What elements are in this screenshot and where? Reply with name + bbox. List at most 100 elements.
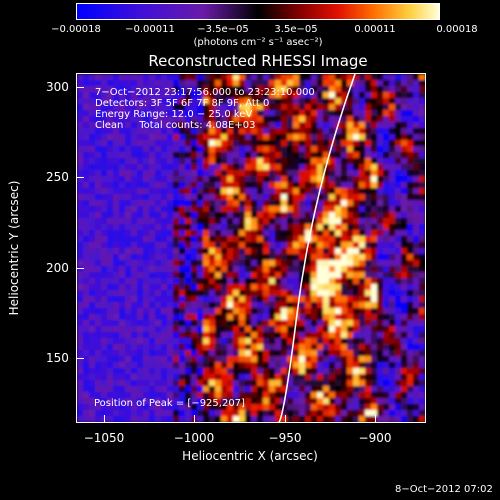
image-pixel bbox=[239, 224, 246, 231]
image-pixel bbox=[299, 248, 306, 255]
peak-position-text: Position of Peak = [−925,207] bbox=[94, 398, 245, 409]
image-pixel bbox=[185, 170, 192, 177]
image-pixel bbox=[371, 248, 378, 255]
image-pixel bbox=[293, 122, 300, 129]
image-pixel bbox=[113, 368, 120, 375]
image-pixel bbox=[119, 98, 126, 105]
image-pixel bbox=[101, 98, 108, 105]
image-pixel bbox=[209, 410, 216, 417]
image-pixel bbox=[143, 380, 150, 387]
image-pixel bbox=[221, 374, 228, 381]
image-pixel bbox=[245, 254, 252, 261]
image-pixel bbox=[407, 344, 414, 351]
image-pixel bbox=[89, 410, 96, 417]
image-pixel bbox=[197, 350, 204, 357]
image-pixel bbox=[353, 230, 360, 237]
image-pixel bbox=[389, 182, 396, 189]
image-pixel bbox=[155, 206, 162, 213]
image-pixel bbox=[101, 224, 108, 231]
image-pixel bbox=[131, 374, 138, 381]
image-pixel bbox=[395, 362, 402, 369]
image-pixel bbox=[83, 218, 90, 225]
image-pixel bbox=[203, 224, 210, 231]
image-pixel bbox=[293, 218, 300, 225]
image-pixel bbox=[161, 152, 168, 159]
image-pixel bbox=[251, 158, 258, 165]
image-pixel bbox=[113, 116, 120, 123]
image-pixel bbox=[281, 74, 288, 81]
image-pixel bbox=[395, 146, 402, 153]
image-pixel bbox=[407, 158, 414, 165]
image-pixel bbox=[413, 200, 420, 207]
image-pixel bbox=[257, 134, 264, 141]
image-pixel bbox=[167, 398, 174, 405]
image-pixel bbox=[299, 398, 306, 405]
image-pixel bbox=[89, 164, 96, 171]
image-pixel bbox=[305, 248, 312, 255]
image-pixel bbox=[329, 182, 336, 189]
image-pixel bbox=[185, 284, 192, 291]
image-pixel bbox=[77, 158, 84, 165]
image-pixel bbox=[323, 140, 330, 147]
image-pixel bbox=[251, 104, 258, 111]
image-pixel bbox=[197, 326, 204, 333]
image-pixel bbox=[335, 254, 342, 261]
image-pixel bbox=[245, 164, 252, 171]
image-pixel bbox=[215, 98, 222, 105]
image-pixel bbox=[239, 248, 246, 255]
image-pixel bbox=[269, 146, 276, 153]
image-pixel bbox=[263, 386, 270, 393]
image-pixel bbox=[383, 158, 390, 165]
image-pixel bbox=[239, 284, 246, 291]
image-pixel bbox=[125, 128, 132, 135]
image-pixel bbox=[107, 206, 114, 213]
image-pixel bbox=[215, 86, 222, 93]
image-pixel bbox=[347, 296, 354, 303]
image-pixel bbox=[155, 98, 162, 105]
image-pixel bbox=[77, 362, 84, 369]
image-pixel bbox=[269, 212, 276, 219]
image-pixel bbox=[275, 296, 282, 303]
image-pixel bbox=[353, 410, 360, 417]
image-pixel bbox=[149, 314, 156, 321]
image-pixel bbox=[359, 200, 366, 207]
image-pixel bbox=[245, 368, 252, 375]
image-pixel bbox=[383, 332, 390, 339]
image-pixel bbox=[335, 104, 342, 111]
image-pixel bbox=[185, 206, 192, 213]
image-pixel bbox=[341, 248, 348, 255]
image-pixel bbox=[413, 158, 420, 165]
image-pixel bbox=[197, 320, 204, 327]
image-pixel bbox=[191, 206, 198, 213]
image-pixel bbox=[221, 224, 228, 231]
image-pixel bbox=[245, 266, 252, 273]
image-pixel bbox=[125, 254, 132, 261]
image-pixel bbox=[185, 272, 192, 279]
image-pixel bbox=[359, 92, 366, 99]
image-pixel bbox=[281, 344, 288, 351]
image-pixel bbox=[329, 404, 336, 411]
image-pixel bbox=[317, 116, 324, 123]
image-pixel bbox=[383, 368, 390, 375]
image-pixel bbox=[287, 410, 294, 417]
image-pixel bbox=[113, 308, 120, 315]
image-pixel bbox=[257, 254, 264, 261]
image-pixel bbox=[407, 230, 414, 237]
image-pixel bbox=[419, 290, 425, 297]
image-pixel bbox=[179, 86, 186, 93]
image-pixel bbox=[311, 194, 318, 201]
image-pixel bbox=[353, 164, 360, 171]
image-pixel bbox=[89, 146, 96, 153]
image-pixel bbox=[269, 242, 276, 249]
image-pixel bbox=[269, 164, 276, 171]
image-pixel bbox=[185, 326, 192, 333]
image-pixel bbox=[383, 308, 390, 315]
image-pixel bbox=[365, 206, 372, 213]
image-pixel bbox=[221, 92, 228, 99]
image-pixel bbox=[245, 404, 252, 411]
image-pixel bbox=[107, 110, 114, 117]
image-pixel bbox=[347, 74, 354, 81]
image-pixel bbox=[293, 362, 300, 369]
image-pixel bbox=[401, 338, 408, 345]
image-pixel bbox=[179, 308, 186, 315]
